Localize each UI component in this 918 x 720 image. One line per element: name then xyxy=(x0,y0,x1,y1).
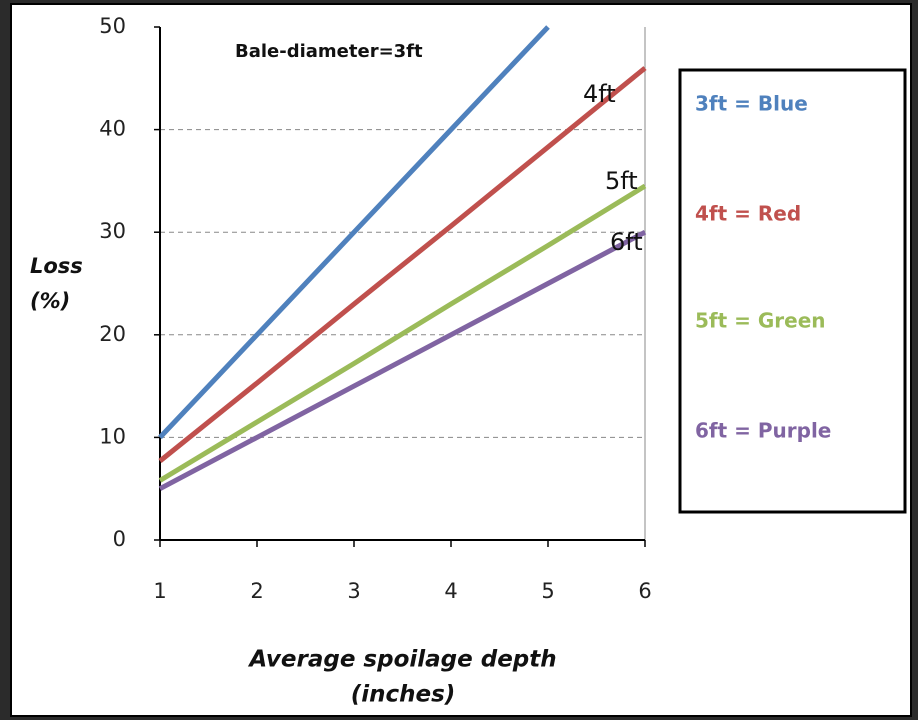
legend-label: 3ft = Blue xyxy=(695,92,808,116)
x-tick-label: 1 xyxy=(153,579,166,603)
y-axis-label: (%) xyxy=(30,289,70,313)
series-line xyxy=(158,183,647,483)
x-tick-label: 3 xyxy=(347,579,360,603)
legend-label: 4ft = Red xyxy=(695,202,801,226)
y-tick-label: 10 xyxy=(99,424,126,448)
x-tick-label: 4 xyxy=(444,579,457,603)
legend-box xyxy=(678,68,907,514)
annotation: 4ft xyxy=(583,80,616,108)
annotation: 5ft xyxy=(605,167,638,195)
x-tick-label: 2 xyxy=(250,579,263,603)
x-axis-label: (inches) xyxy=(351,682,456,708)
legend-label: 5ft = Green xyxy=(695,309,826,333)
legend-label: 6ft = Purple xyxy=(695,419,831,443)
y-tick-label: 0 xyxy=(113,527,126,551)
annotation: 6ft xyxy=(610,228,643,256)
annotation: Bale-diameter=3ft xyxy=(235,41,423,62)
x-tick-label: 6 xyxy=(638,579,651,603)
y-axis-label: Loss xyxy=(30,254,83,278)
series-line xyxy=(158,66,647,463)
y-tick-label: 50 xyxy=(99,14,126,38)
series-line xyxy=(158,25,550,440)
x-tick-label: 5 xyxy=(541,579,554,603)
y-tick-label: 40 xyxy=(99,117,126,141)
y-tick-label: 30 xyxy=(99,219,126,243)
x-axis-label: Average spoilage depth xyxy=(247,647,556,673)
y-tick-label: 20 xyxy=(99,322,126,346)
series-line xyxy=(158,229,647,491)
